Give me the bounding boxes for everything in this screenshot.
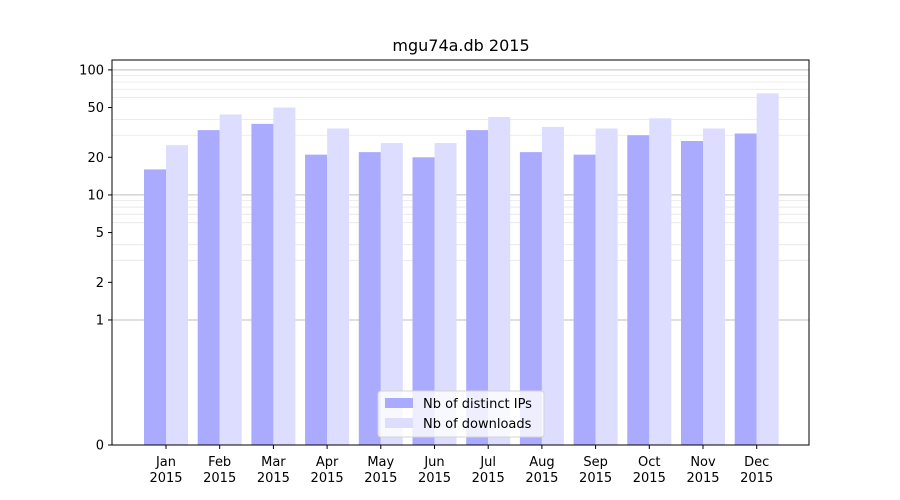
legend-label: Nb of downloads (423, 417, 532, 432)
bar-downloads (327, 128, 350, 445)
bar-distinct-ips (734, 133, 757, 445)
bar-distinct-ips (681, 140, 703, 445)
y-tick-label: 1 (96, 313, 104, 328)
legend-label: Nb of distinct IPs (423, 397, 532, 412)
bar-distinct-ips (197, 130, 220, 445)
x-axis: Jan 2015 Feb 2015 Mar 2015 Apr 2015 May 2015 Jun 20… (149, 445, 773, 486)
x-tick-label: Aug 2015 (525, 455, 558, 486)
y-tick-label: 20 (87, 151, 104, 166)
x-tick-label: May 2015 (364, 455, 397, 486)
y-axis: 0 1 2 5 10 20 50 100 (79, 63, 112, 454)
bar-distinct-ips (144, 169, 166, 445)
bar-downloads (219, 114, 242, 445)
legend: Nb of distinct IPs Nb of downloads (377, 390, 545, 438)
bar-downloads (166, 145, 188, 445)
bar-downloads (434, 143, 457, 445)
x-tick-label: Nov 2015 (686, 455, 719, 486)
bar-downloads (380, 143, 403, 445)
bar-distinct-ips (573, 154, 596, 446)
x-tick-label: Jun 2015 (418, 455, 451, 486)
x-tick-label: Jul 2015 (472, 455, 505, 486)
plot-frame (111, 59, 810, 446)
y-tick-label: 2 (96, 276, 104, 291)
x-tick-label: Jan 2015 (149, 455, 182, 486)
y-tick-label: 5 (96, 226, 104, 241)
bar-downloads (273, 107, 296, 446)
y-tick-label: 10 (87, 188, 104, 203)
bars-layer (144, 93, 779, 446)
bar-distinct-ips (251, 123, 274, 445)
bar-downloads (541, 126, 564, 446)
chart-title: mgu74a.db 2015 (392, 36, 529, 55)
y-tick-label: 100 (79, 63, 104, 78)
x-tick-label: Mar 2015 (257, 455, 290, 486)
legend-swatch (385, 398, 413, 408)
bar-distinct-ips (305, 154, 328, 446)
bar-distinct-ips (358, 152, 381, 445)
bar-downloads (488, 117, 511, 445)
x-tick-label: Feb 2015 (203, 455, 236, 486)
bar-distinct-ips (627, 135, 650, 445)
bar-distinct-ips (412, 157, 435, 445)
x-tick-label: Oct 2015 (633, 455, 666, 486)
y-tick-label: 50 (87, 101, 104, 116)
legend-swatch (385, 418, 413, 428)
bar-downloads (756, 93, 779, 446)
bar-distinct-ips (519, 152, 542, 445)
bar-distinct-ips (466, 130, 489, 445)
x-tick-label: Sep 2015 (579, 455, 612, 486)
x-tick-label: Apr 2015 (311, 455, 344, 486)
bar-downloads (595, 128, 618, 445)
y-tick-label: 0 (96, 439, 104, 454)
x-tick-label: Dec 2015 (740, 455, 773, 486)
bar-downloads (649, 118, 672, 445)
legend-box (377, 390, 545, 438)
bar-downloads (703, 128, 725, 445)
